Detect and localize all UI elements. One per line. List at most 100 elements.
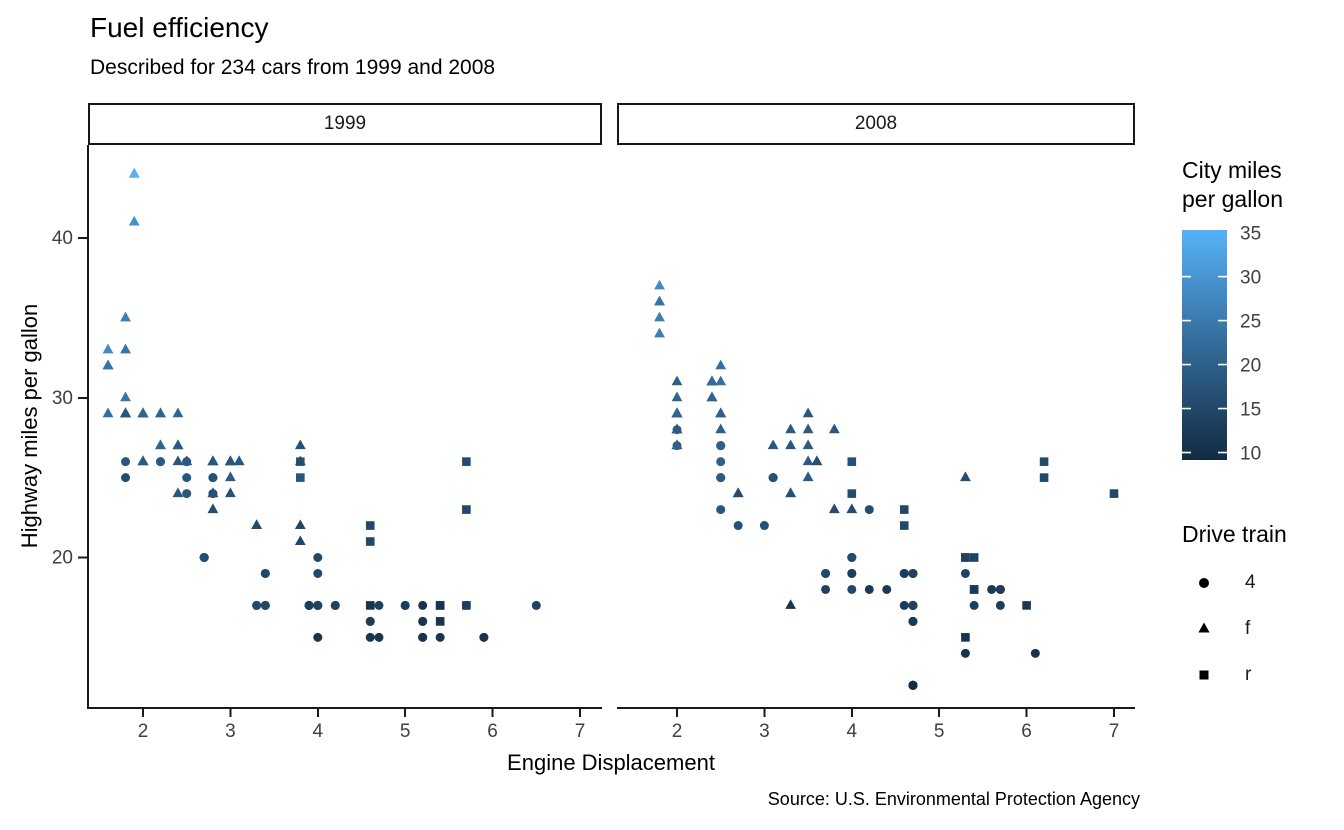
data-point	[313, 600, 323, 610]
data-point	[716, 457, 726, 467]
legend-item-drv-4: 4	[1192, 571, 1332, 595]
data-point	[847, 489, 857, 498]
facet-strip-label: 1999	[323, 113, 367, 134]
legend-item-drv-r: r	[1192, 663, 1332, 687]
data-point	[155, 457, 165, 467]
data-point	[715, 375, 727, 386]
data-point	[252, 600, 262, 610]
data-point	[715, 359, 727, 370]
data-point	[785, 439, 797, 450]
x-tick-label: 4	[847, 721, 858, 742]
data-point	[899, 521, 909, 530]
data-point	[969, 585, 979, 594]
data-point	[654, 311, 665, 322]
data-point	[260, 568, 270, 578]
color-legend-tick-label: 30	[1240, 268, 1261, 289]
data-point	[330, 600, 340, 610]
data-point	[847, 568, 857, 578]
data-point	[995, 600, 1005, 610]
data-point	[1022, 601, 1031, 610]
legend-key-circle-icon	[1192, 571, 1216, 595]
source-caption: Source: U.S. Environmental Protection Ag…	[767, 789, 1140, 809]
color-legend-tick-label: 35	[1240, 224, 1261, 245]
data-point	[961, 633, 970, 642]
data-point	[207, 487, 219, 498]
x-tick-label: 3	[759, 721, 770, 742]
data-point	[767, 439, 779, 450]
data-point	[304, 600, 314, 610]
data-point	[960, 648, 970, 658]
data-point	[802, 455, 814, 466]
legend-key-square-icon	[1192, 663, 1216, 687]
data-point	[233, 455, 245, 466]
data-point	[960, 568, 970, 578]
data-point	[654, 279, 665, 290]
data-point	[313, 568, 323, 578]
data-point	[225, 455, 236, 466]
data-point	[313, 553, 323, 562]
data-point	[365, 537, 375, 546]
x-tick-label: 3	[225, 721, 236, 742]
data-point	[120, 407, 131, 418]
data-point	[654, 295, 665, 306]
data-point	[462, 457, 471, 466]
data-point	[733, 521, 743, 531]
data-point	[1039, 473, 1049, 482]
color-legend-tick-label: 25	[1240, 312, 1261, 333]
data-point	[802, 471, 814, 482]
data-point	[128, 215, 140, 226]
x-tick-label: 5	[934, 721, 945, 742]
data-point	[671, 375, 683, 386]
data-point	[225, 471, 236, 482]
panel-points-1999	[102, 167, 541, 642]
data-point	[654, 327, 665, 338]
data-point	[207, 503, 219, 514]
x-tick-label: 6	[487, 721, 498, 742]
data-point	[908, 680, 918, 690]
x-axis-title: Engine Displacement	[507, 750, 715, 775]
data-point	[121, 457, 131, 467]
data-point	[716, 473, 726, 483]
x-tick-label: 2	[138, 721, 149, 742]
data-point	[121, 473, 131, 483]
shape-legend-title: Drive train	[1182, 521, 1287, 547]
data-point	[137, 455, 149, 466]
data-point	[294, 439, 306, 450]
data-point	[461, 600, 471, 610]
data-point	[908, 568, 918, 578]
data-point	[365, 521, 375, 530]
data-point	[847, 457, 857, 466]
data-point	[802, 407, 814, 418]
data-point	[120, 343, 131, 354]
data-point	[671, 391, 683, 402]
data-point	[294, 455, 306, 466]
data-point	[961, 553, 970, 562]
data-point	[260, 600, 270, 610]
data-point	[182, 489, 192, 499]
data-point	[435, 617, 445, 626]
data-point	[120, 391, 131, 402]
data-point	[802, 439, 814, 450]
data-point	[199, 553, 209, 562]
x-tick-label: 5	[400, 721, 411, 742]
x-tick-label: 7	[1109, 721, 1120, 742]
data-point	[671, 439, 683, 450]
data-point	[462, 505, 471, 514]
data-point	[828, 423, 840, 434]
legend-item-label: f	[1245, 618, 1251, 639]
data-point	[987, 584, 997, 594]
data-point	[155, 439, 166, 450]
data-point	[716, 505, 726, 515]
data-point	[172, 487, 184, 498]
data-point	[172, 455, 184, 466]
data-point	[847, 553, 857, 562]
data-point	[102, 343, 114, 354]
panel-points-2008	[654, 279, 1119, 690]
data-point	[207, 455, 219, 466]
data-point	[671, 423, 683, 434]
data-point	[846, 503, 858, 514]
x-tick-label: 6	[1021, 721, 1032, 742]
data-point	[1109, 489, 1119, 498]
data-point	[365, 601, 375, 610]
color-legend-tick-label: 10	[1240, 444, 1261, 465]
